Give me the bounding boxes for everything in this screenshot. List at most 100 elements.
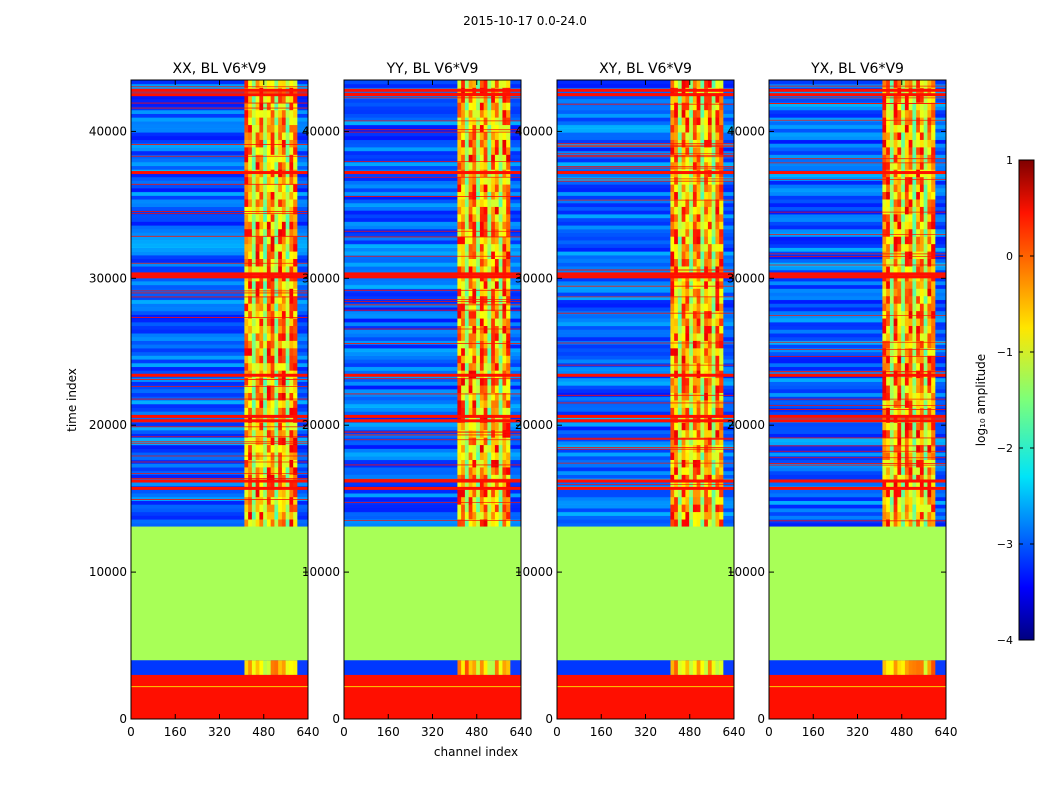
noise-row: [557, 493, 734, 498]
band-cell: [483, 407, 488, 416]
band-cell: [916, 206, 921, 215]
band-cell: [494, 385, 500, 393]
band-cell: [916, 385, 921, 393]
band-cell: [285, 444, 290, 453]
band-cell: [293, 467, 298, 475]
band-cell: [266, 94, 272, 103]
band-cell: [919, 496, 925, 505]
band-cell: [244, 325, 249, 334]
band-cell: [248, 295, 253, 304]
band-cell: [681, 660, 686, 675]
band-cell: [919, 199, 925, 207]
band-cell: [457, 191, 462, 200]
noise-row: [769, 240, 946, 245]
band-cell: [893, 340, 898, 349]
noise-row: [131, 310, 308, 315]
band-cell: [897, 422, 902, 431]
flag-row: [344, 171, 521, 175]
band-cell: [494, 467, 500, 475]
band-cell: [719, 154, 724, 163]
band-cell: [912, 295, 917, 304]
band-cell: [457, 474, 462, 483]
band-cell: [931, 295, 936, 304]
band-cell: [259, 176, 264, 185]
noise-row: [557, 269, 734, 275]
band-cell: [468, 236, 473, 245]
band-cell: [889, 258, 895, 267]
band-cell: [494, 161, 500, 170]
band-cell: [927, 452, 932, 460]
band-cell: [711, 481, 716, 490]
band-cell: [491, 310, 496, 319]
band-cell: [670, 213, 675, 222]
band-cell: [897, 429, 902, 438]
band-cell: [293, 407, 298, 416]
band-cell: [711, 400, 716, 408]
band-cell: [502, 303, 507, 312]
band-cell: [494, 132, 500, 140]
band-cell: [692, 504, 698, 513]
band-cell: [461, 414, 466, 423]
band-cell: [289, 325, 294, 334]
band-cell: [244, 303, 249, 312]
band-cell: [927, 310, 932, 319]
noise-row: [344, 366, 521, 371]
band-cell: [506, 102, 511, 111]
band-cell: [681, 191, 686, 200]
noise-row: [557, 139, 734, 144]
band-cell: [931, 422, 936, 431]
band-cell: [281, 94, 287, 103]
band-cell: [494, 102, 500, 111]
band-cell: [461, 459, 466, 468]
band-cell: [506, 392, 511, 401]
band-cell: [704, 80, 709, 88]
band-cell: [897, 132, 902, 140]
band-cell: [461, 437, 466, 446]
flag-row: [769, 93, 946, 97]
noise-row: [344, 310, 521, 315]
band-cell: [476, 496, 481, 505]
flat-time-block: [344, 526, 521, 661]
colorbar-tick-label: −2: [997, 442, 1013, 455]
band-cell: [674, 377, 679, 386]
band-cell: [681, 213, 686, 222]
band-cell: [893, 102, 898, 111]
noise-row: [557, 433, 734, 438]
band-cell: [472, 392, 477, 401]
band-cell: [882, 236, 887, 245]
band-cell: [479, 303, 485, 312]
band-cell: [502, 310, 507, 319]
band-cell: [886, 429, 891, 438]
band-cell: [244, 288, 249, 297]
band-cell: [244, 467, 249, 475]
band-cell: [274, 467, 279, 475]
band-cell: [908, 400, 913, 408]
band-cell: [919, 355, 925, 364]
band-cell: [487, 280, 492, 289]
band-cell: [707, 102, 713, 111]
band-cell: [476, 519, 481, 527]
band-cell: [904, 481, 910, 490]
noise-row: [131, 355, 308, 360]
noise-row: [769, 318, 946, 323]
band-cell: [681, 303, 686, 312]
band-cell: [681, 407, 686, 416]
band-cell: [882, 146, 887, 155]
band-cell: [882, 310, 887, 319]
band-cell: [251, 444, 257, 453]
band-cell: [696, 481, 701, 490]
noise-row: [131, 165, 308, 170]
band-cell: [293, 80, 298, 88]
band-cell: [677, 191, 683, 200]
band-cell: [719, 176, 724, 185]
band-cell: [704, 102, 709, 111]
noise-row: [131, 117, 308, 122]
band-cell: [685, 228, 690, 237]
band-cell: [472, 191, 477, 200]
band-cell: [711, 206, 716, 215]
noise-row: [344, 314, 521, 319]
band-cell: [923, 377, 928, 386]
noise-row: [557, 299, 734, 304]
band-cell: [270, 161, 275, 170]
band-cell: [472, 102, 477, 111]
